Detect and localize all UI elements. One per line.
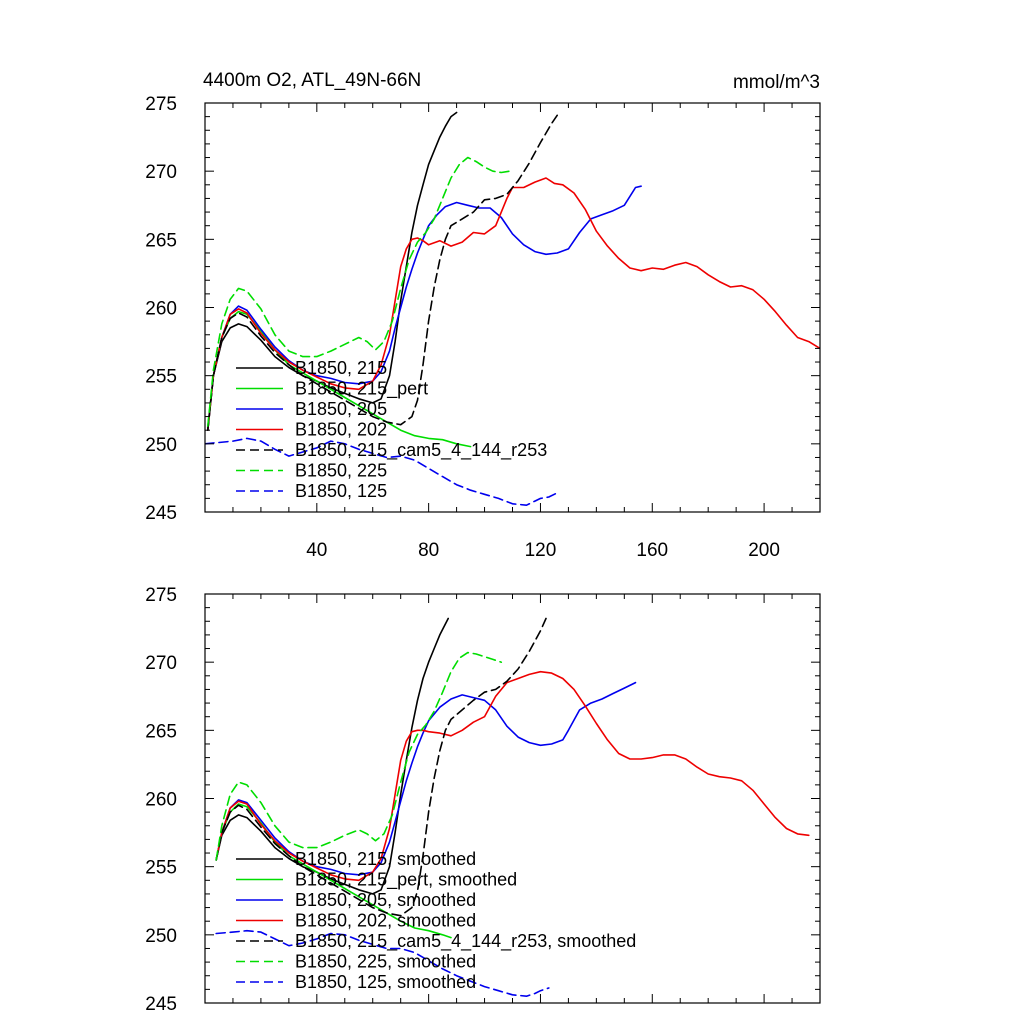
legend-label: B1850, 215_cam5_4_144_r253 (295, 440, 547, 461)
legend-label: B1850, 202, smoothed (295, 911, 476, 931)
x-tick-label: 200 (748, 540, 780, 561)
legend-label: B1850, 205 (295, 399, 387, 419)
units-label: mmol/m^3 (733, 72, 820, 93)
legend-label: B1850, 125 (295, 481, 387, 501)
series-line-3 (215, 681, 637, 876)
legend-label: B1850, 215 (295, 358, 387, 378)
top-panel: 4400m O2, ATL_49N-66N mmol/m^3 245 250 255… (145, 70, 821, 561)
legend-label: B1850, 225, smoothed (295, 952, 476, 972)
y-tick-label: 260 (145, 790, 177, 811)
y-tick-label: 245 (145, 994, 177, 1015)
series-line-1 (215, 617, 450, 895)
series-line-5 (207, 114, 559, 432)
y-tick-label: 265 (145, 721, 177, 742)
y-tick-label: 250 (145, 435, 177, 456)
y-tick-label: 265 (145, 230, 177, 251)
legend-label: B1850, 215_pert, smoothed (295, 870, 517, 891)
y-tick-label: 270 (145, 162, 177, 183)
series-line-5 (215, 617, 547, 917)
x-tick-label: 120 (525, 540, 557, 561)
y-tick-label: 275 (145, 94, 177, 115)
legend-label: B1850, 202 (295, 420, 387, 440)
series-line-6 (207, 156, 511, 427)
y-tick-label: 245 (145, 503, 177, 524)
series-line-7 (215, 929, 550, 998)
chart-title: 4400m O2, ATL_49N-66N (203, 70, 421, 91)
y-tick-label: 275 (145, 585, 177, 606)
y-tick-label: 260 (145, 299, 177, 320)
series-line-3 (207, 185, 642, 432)
x-tick-label: 80 (418, 540, 439, 561)
x-tick-label: 40 (306, 540, 327, 561)
plot-area (205, 111, 820, 507)
legend-label: B1850, 215_pert (295, 379, 428, 400)
y-tick-label: 270 (145, 653, 177, 674)
legend-label: B1850, 215, smoothed (295, 849, 476, 869)
y-tick-label: 250 (145, 926, 177, 947)
legend-label: B1850, 215_cam5_4_144_r253, smoothed (295, 931, 636, 952)
y-tick-label: 255 (145, 367, 177, 388)
series-line-6 (215, 651, 503, 861)
bottom-panel: 245 250 255 260 265 270 275 B1850, 215, smoothe… (145, 585, 821, 1015)
x-tick-label: 160 (636, 540, 668, 561)
series-line-2 (215, 803, 452, 939)
plot-area (215, 617, 810, 998)
series-line-4 (215, 670, 810, 882)
y-tick-label: 255 (145, 858, 177, 879)
legend-label: B1850, 225 (295, 461, 387, 481)
series-line-1 (207, 111, 458, 429)
legend-label: B1850, 125, smoothed (295, 972, 476, 992)
series-line-7 (205, 437, 559, 507)
legend-label: B1850, 205, smoothed (295, 890, 476, 910)
series-line-4 (207, 177, 820, 432)
